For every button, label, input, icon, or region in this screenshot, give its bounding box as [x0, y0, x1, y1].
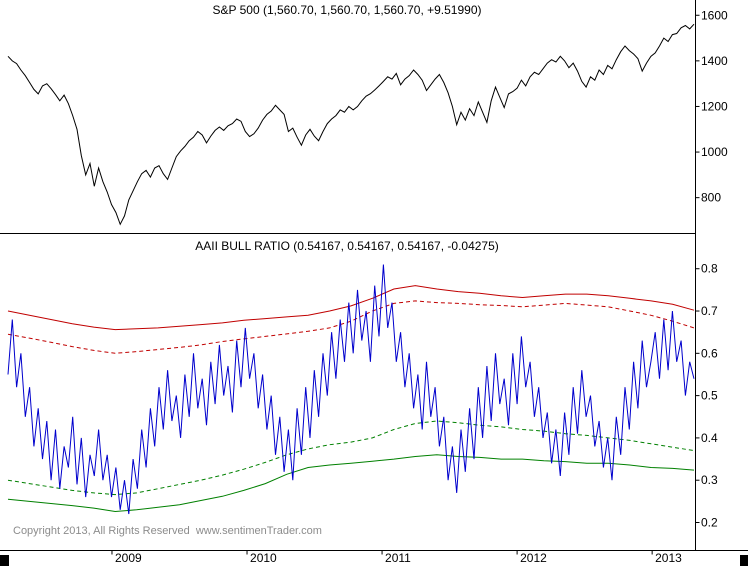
- lower-band-dashed-line: [7, 420, 695, 496]
- x-axis-clipped-label-left: [0, 555, 9, 566]
- y-axis-tick-label: 0.8: [701, 262, 718, 276]
- x-axis-tick-label: 2011: [385, 551, 411, 565]
- bull-ratio-line: [7, 264, 695, 515]
- y-axis-tick-label: 0.6: [701, 346, 718, 360]
- x-axis-tick-label: 2009: [115, 551, 142, 565]
- x-axis-tick-label: 2012: [520, 551, 547, 565]
- upper-band-solid-line: [7, 285, 695, 331]
- y-axis-tick-label: 1200: [701, 99, 728, 113]
- sp500-panel-title: S&P 500 (1,560.70, 1,560.70, 1,560.70, +…: [212, 3, 482, 17]
- ratio-panel-title: AAII BULL RATIO (0.54167, 0.54167, 0.541…: [195, 239, 499, 253]
- lower-band-solid-line: [7, 454, 695, 513]
- x-axis-clipped-label-right: [740, 555, 748, 566]
- x-axis-tick-label: 2010: [250, 551, 277, 565]
- y-axis-tick-label: 800: [701, 191, 721, 205]
- x-axis-tick-label: 2013: [655, 551, 682, 565]
- y-axis-tick-label: 1600: [701, 8, 728, 22]
- sp500-line: [7, 23, 695, 226]
- y-axis-tick-label: 1400: [701, 54, 728, 68]
- y-axis-tick-label: 0.5: [701, 389, 718, 403]
- y-axis-tick-label: 0.7: [701, 304, 718, 318]
- copyright-watermark: Copyright 2013, All Rights Reserved www.…: [13, 525, 322, 537]
- y-axis-tick-label: 0.4: [701, 431, 718, 445]
- y-axis-tick-label: 1000: [701, 145, 728, 159]
- y-axis-tick-label: 0.2: [701, 516, 718, 530]
- y-axis-tick-label: 0.3: [701, 473, 718, 487]
